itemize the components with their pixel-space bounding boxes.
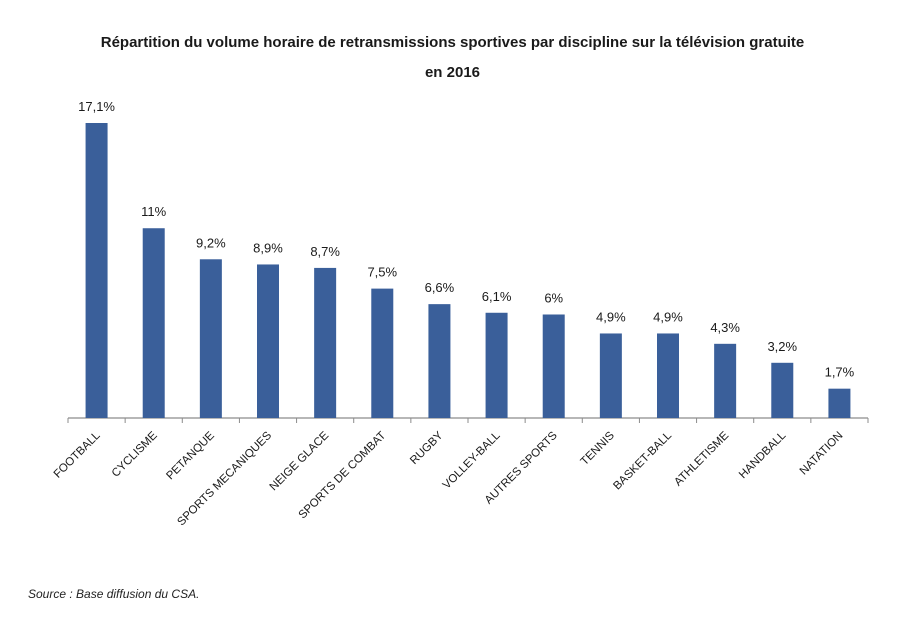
x-tick-label: PETANQUE [164, 429, 217, 482]
x-tick-label: NATATION [798, 430, 846, 478]
bar-cyclisme [142, 228, 165, 418]
data-label: 4,9% [596, 309, 626, 324]
x-tick-label: NEIGE GLACE [268, 429, 332, 493]
source-note: Source : Base diffusion du CSA. [28, 587, 200, 601]
data-label: 6,1% [482, 289, 512, 304]
data-label: 6,6% [425, 280, 455, 295]
data-label: 4,3% [710, 320, 740, 335]
data-label: 11% [141, 204, 166, 219]
bar-sports-mecaniques [257, 264, 279, 418]
x-tick-label: VOLLEY-BALL [441, 429, 503, 491]
x-tick-label: FOOTBALL [52, 429, 103, 480]
data-label: 8,7% [310, 244, 340, 259]
x-tick-label: HANDBALL [737, 429, 789, 481]
x-tick-label: RUGBY [408, 429, 446, 467]
data-label: 9,2% [196, 235, 226, 250]
bar-sports-de-combat [371, 288, 394, 418]
data-label: 17,1% [78, 99, 115, 114]
data-label: 7,5% [367, 265, 397, 280]
x-tick-label: ATHLETISME [672, 429, 731, 488]
bar-handball [771, 362, 794, 418]
bar-athletisme [714, 343, 737, 418]
x-tick-label: TENNIS [579, 429, 618, 468]
bar-rugby [428, 304, 451, 418]
data-label: 6% [544, 290, 563, 305]
x-tick-label: BASKET-BALL [611, 429, 674, 492]
bar-petanque [199, 259, 222, 418]
bar-natation [828, 388, 851, 418]
data-label: 8,9% [253, 240, 283, 255]
bar-volley-ball [485, 312, 508, 418]
x-tick-label: CYCLISME [110, 429, 160, 479]
chart-title-line-2: en 2016 [424, 64, 481, 81]
data-label: 1,7% [825, 365, 855, 380]
x-tick-label: SPORTS MECANIQUES [175, 429, 274, 528]
bar-basket-ball [657, 333, 679, 418]
bar-tennis [599, 333, 622, 418]
bar-autres-sports [542, 314, 565, 418]
bar-neige-glace [314, 267, 337, 418]
bar-football [85, 123, 108, 418]
data-label: 4,9% [653, 309, 683, 324]
chart-title-line-1: Répartition du volume horaire de retrans… [100, 34, 805, 51]
data-label: 3,2% [767, 339, 797, 354]
